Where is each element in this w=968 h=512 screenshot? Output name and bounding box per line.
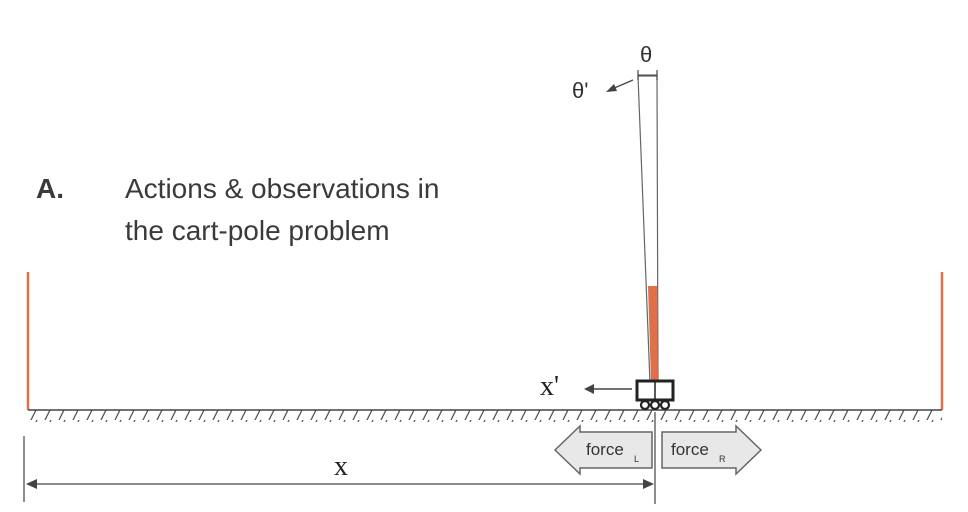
ground-hatching	[28, 410, 942, 422]
cart-wheel-middle	[649, 399, 661, 411]
theta-dot-arrowhead	[606, 84, 617, 92]
force-left-label: force	[586, 440, 624, 459]
x-dot-arrowhead	[584, 384, 594, 394]
pole-lower-segment	[648, 286, 658, 383]
x-dimension-arrowhead-left	[26, 479, 37, 489]
theta-label: θ	[640, 42, 652, 67]
x-label: x	[334, 451, 348, 482]
force-left-subscript: L	[634, 454, 639, 464]
panel-title-line1: Actions & observations in	[125, 173, 439, 204]
x-dot-label: x'	[540, 371, 559, 402]
force-right-subscript: R	[719, 454, 726, 464]
x-dimension-arrowhead-right	[643, 479, 654, 489]
force-right-arrow	[661, 424, 763, 476]
panel-title-line2: the cart-pole problem	[125, 215, 390, 246]
force-right-label: force	[671, 440, 709, 459]
panel-letter: A.	[36, 173, 64, 204]
force-left-arrow	[553, 424, 653, 476]
cart-wheel-right	[659, 399, 671, 411]
cart-wheel-left	[639, 399, 651, 411]
theta-dot-label: θ'	[572, 78, 588, 103]
